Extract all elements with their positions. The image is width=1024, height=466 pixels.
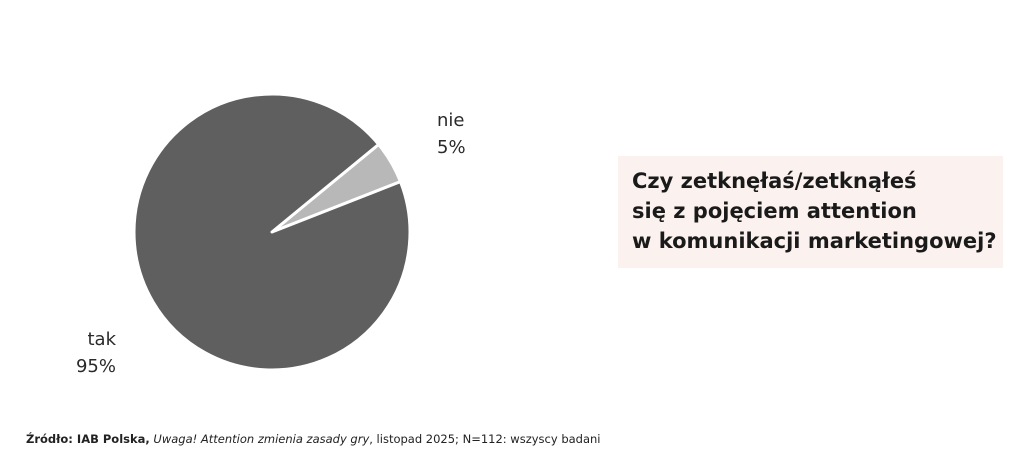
value-label: 95% bbox=[76, 356, 116, 377]
source-publication: Uwaga! Attention zmienia zasady gry bbox=[153, 432, 370, 446]
question-line: się z pojęciem attention bbox=[632, 199, 917, 223]
pie-slice bbox=[132, 92, 412, 372]
question-box bbox=[618, 156, 1003, 268]
slice-label: nie bbox=[437, 110, 464, 131]
slice-label: tak bbox=[87, 329, 116, 350]
source-details: , listopad 2025; N=112: wszyscy badani bbox=[369, 432, 601, 446]
source-note: Źródło: IAB Polska, Uwaga! Attention zmi… bbox=[26, 432, 601, 446]
question-line: Czy zetknęłaś/zetknąłeś bbox=[632, 169, 917, 193]
value-label: 5% bbox=[437, 137, 466, 158]
source-label: Źródło: IAB Polska, bbox=[26, 432, 150, 446]
question-line: w komunikacji marketingowej? bbox=[632, 229, 997, 253]
pie bbox=[132, 92, 412, 372]
